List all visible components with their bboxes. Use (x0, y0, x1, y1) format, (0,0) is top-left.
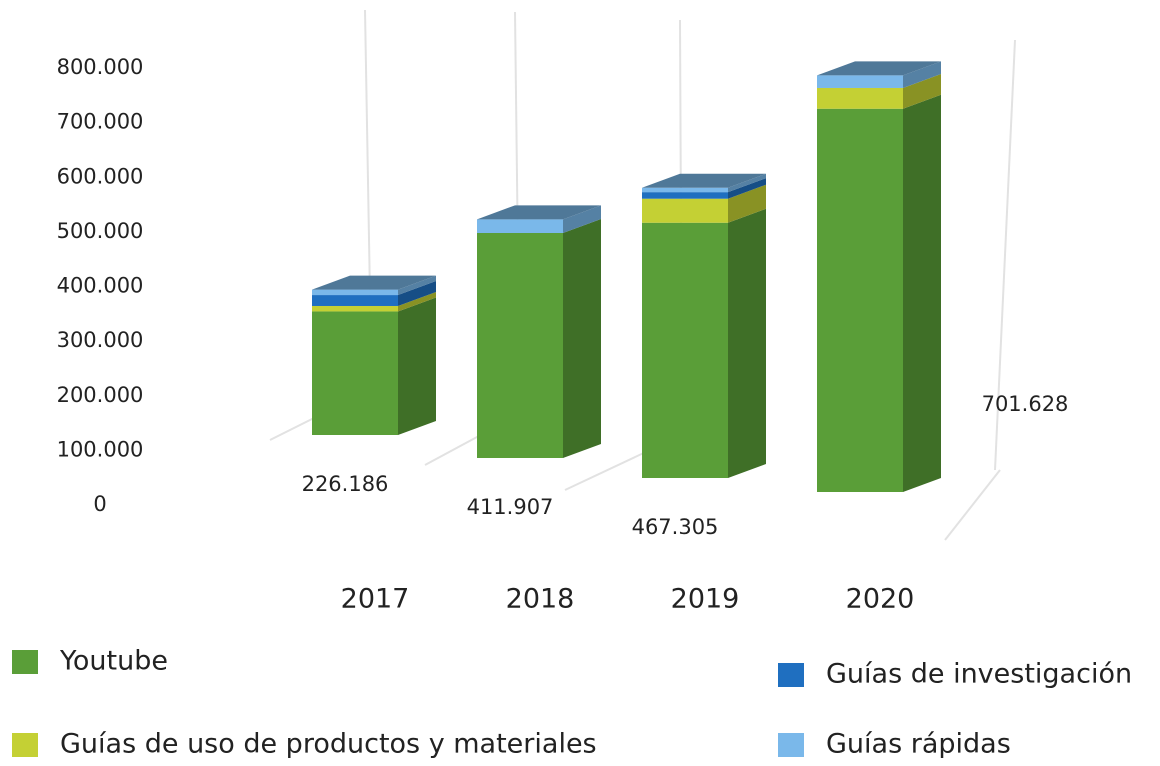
x-tick-label: 2020 (846, 584, 915, 615)
y-tick-label: 200.000 (57, 383, 144, 407)
y-tick-label: 400.000 (57, 274, 144, 298)
bar-side (398, 275, 436, 296)
bar-side (903, 73, 941, 109)
data-label: 411.907 (467, 495, 554, 519)
legend-label: Guías rápidas (826, 729, 1011, 760)
bar-segment (642, 192, 728, 199)
legend-swatch (778, 733, 804, 757)
bar-segment (312, 289, 398, 296)
bar-segment (817, 75, 903, 88)
legend-swatch (778, 663, 804, 687)
bar-side (728, 178, 766, 199)
bar-top (817, 61, 941, 76)
y-tick-label: 700.000 (57, 110, 144, 134)
x-tick-label: 2018 (506, 584, 575, 615)
bar-segment (477, 232, 563, 458)
bar-segment (477, 219, 563, 233)
x-tick-label: 2017 (341, 584, 410, 615)
bar-segment (642, 198, 728, 223)
bar-top (642, 173, 766, 188)
bar-side (903, 61, 941, 88)
bar-side (903, 94, 941, 492)
y-tick-label: 800.000 (57, 55, 144, 79)
bar-segment (312, 295, 398, 306)
data-label: 226.186 (302, 472, 389, 496)
y-tick-label: 600.000 (57, 164, 144, 188)
bar-side (563, 218, 601, 458)
bar-side (563, 205, 601, 233)
legend-label: Guías de investigación (826, 659, 1132, 690)
data-label: 467.305 (632, 515, 719, 539)
bar-side (398, 281, 436, 306)
bar-side (398, 297, 436, 435)
x-tick-label: 2019 (671, 584, 740, 615)
bar-segment (642, 187, 728, 193)
bar-segment (312, 305, 398, 312)
bar-segment (817, 108, 903, 492)
y-tick-label: 300.000 (57, 328, 144, 352)
y-tick-label: 0 (93, 492, 106, 516)
bar-side (728, 208, 766, 478)
bar-segment (817, 87, 903, 109)
bar-top (477, 205, 601, 220)
bar-segment (312, 311, 398, 435)
data-label: 701.628 (982, 392, 1069, 416)
bar-side (728, 184, 766, 223)
legend-label: Guías de uso de productos y materiales (60, 729, 597, 760)
legend-label: Youtube (59, 646, 168, 677)
bar-side (398, 291, 436, 312)
legend-swatch (12, 650, 38, 674)
y-tick-label: 100.000 (57, 437, 144, 461)
bar-segment (642, 222, 728, 478)
y-tick-label: 500.000 (57, 219, 144, 243)
legend-swatch (12, 733, 38, 757)
bar-top (312, 275, 436, 290)
bar-side (728, 173, 766, 193)
